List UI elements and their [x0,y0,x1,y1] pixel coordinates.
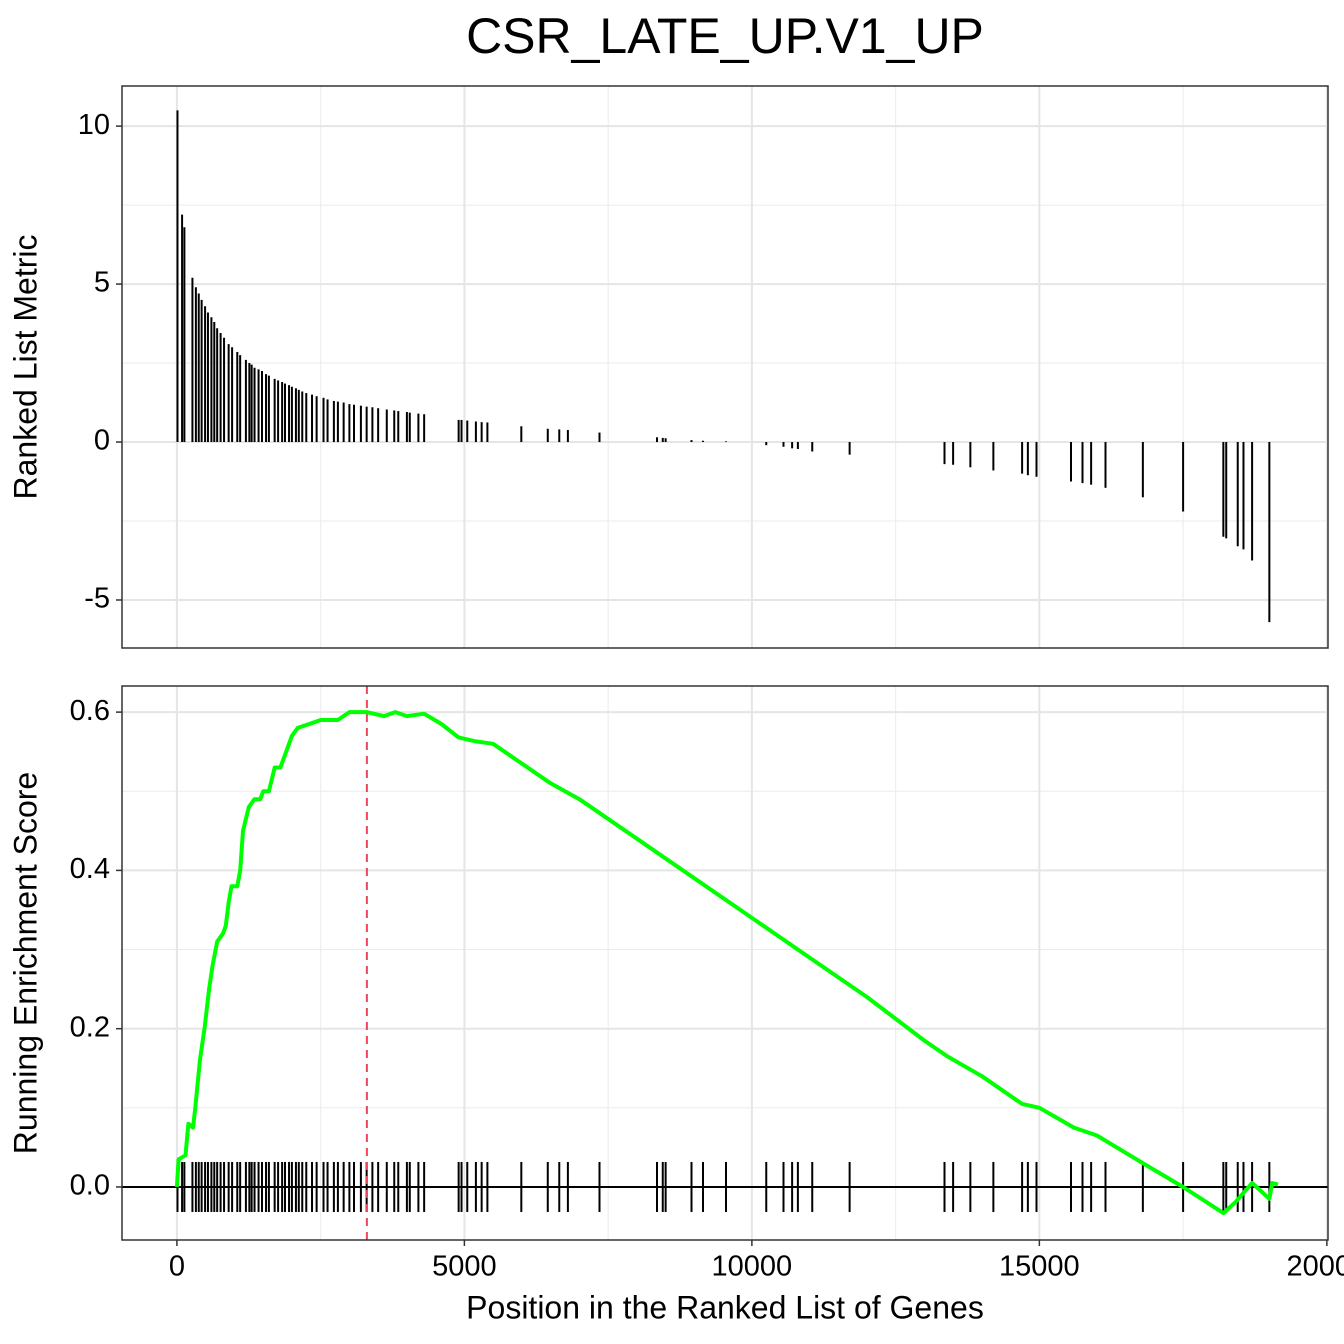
y-tick-label: 10 [78,109,110,141]
y-tick-label: 5 [94,267,110,299]
y-tick-label: 0.4 [70,853,110,885]
x-tick-label: 5000 [432,1251,497,1283]
x-tick-label: 20000 [1287,1251,1344,1283]
y-axis-title: Running Enrichment Score [7,772,43,1154]
es-line [174,710,1279,1216]
y-tick-label: -5 [84,583,110,615]
chart-title: CSR_LATE_UP.V1_UP [466,8,984,64]
y-tick-label: 0.0 [70,1170,110,1202]
y-axis-title: Ranked List Metric [7,235,43,500]
y-tick-label: 0.2 [70,1011,110,1043]
y-tick-label: 0 [94,425,110,457]
x-tick-label: 15000 [999,1251,1080,1283]
panel-border [121,685,1329,1241]
x-tick-label: 10000 [712,1251,793,1283]
panel-border [121,85,1329,649]
x-tick-label: 0 [169,1251,185,1283]
x-axis-title: Position in the Ranked List of Genes [466,1289,984,1325]
y-tick-label: 0.6 [70,695,110,727]
